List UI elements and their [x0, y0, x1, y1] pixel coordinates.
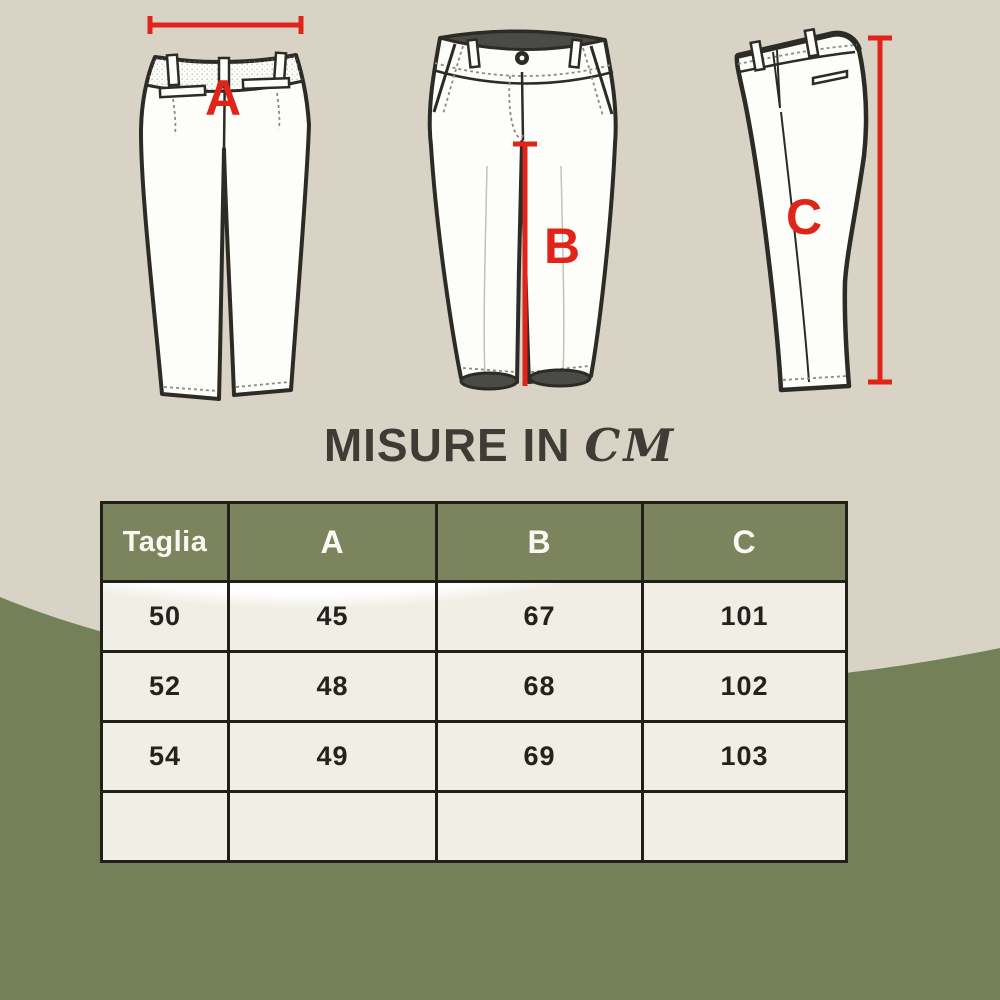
size-cell: 45 — [227, 580, 438, 653]
measure-label-c: C — [786, 189, 822, 245]
measure-label-b: B — [544, 218, 580, 274]
size-table-container: Taglia A B C 50 45 67 101 52 48 68 102 — [100, 501, 848, 863]
size-cell: 69 — [435, 720, 644, 793]
column-header-c: C — [641, 501, 848, 583]
size-cell: 101 — [641, 580, 848, 653]
size-cell — [100, 790, 230, 863]
size-cell — [435, 790, 644, 863]
size-cell: 67 — [435, 580, 644, 653]
pants-back-outline — [139, 53, 311, 401]
column-header-a: A — [227, 501, 438, 583]
title-text: MISURE IN — [323, 419, 571, 471]
column-header-taglia: Taglia — [100, 501, 230, 583]
title-unit: CM — [584, 419, 677, 472]
size-table: Taglia A B C 50 45 67 101 52 48 68 102 — [100, 501, 848, 863]
pants-side-view-illustration: C — [734, 27, 892, 393]
hem-opening — [459, 371, 519, 391]
size-cell: 48 — [227, 650, 438, 723]
column-header-b: B — [435, 501, 644, 583]
table-row: 52 48 68 102 — [100, 650, 848, 723]
size-cell: 50 — [100, 580, 230, 653]
size-cell: 52 — [100, 650, 230, 723]
page-title: MISURE IN CM — [0, 418, 1000, 472]
size-cell: 49 — [227, 720, 438, 793]
measure-line-a — [147, 16, 304, 34]
measure-line-b — [513, 141, 537, 386]
size-cell — [227, 790, 438, 863]
pants-side-outline — [734, 31, 869, 393]
pants-front-view-illustration: B — [427, 29, 618, 391]
table-row: 54 49 69 103 — [100, 720, 848, 793]
table-row-empty — [100, 790, 848, 863]
size-cell — [641, 790, 848, 863]
waistband-interior — [439, 29, 606, 52]
measure-label-a: A — [205, 70, 241, 126]
hem-opening — [528, 368, 592, 388]
table-row: 50 45 67 101 — [100, 580, 848, 653]
welt-pocket — [811, 69, 849, 86]
size-cell: 102 — [641, 650, 848, 723]
size-cell: 103 — [641, 720, 848, 793]
size-cell: 68 — [435, 650, 644, 723]
size-cell: 54 — [100, 720, 230, 793]
measure-line-c — [868, 35, 892, 385]
pants-back-view-illustration: A — [139, 16, 311, 401]
header-row: Taglia A B C — [100, 501, 848, 583]
